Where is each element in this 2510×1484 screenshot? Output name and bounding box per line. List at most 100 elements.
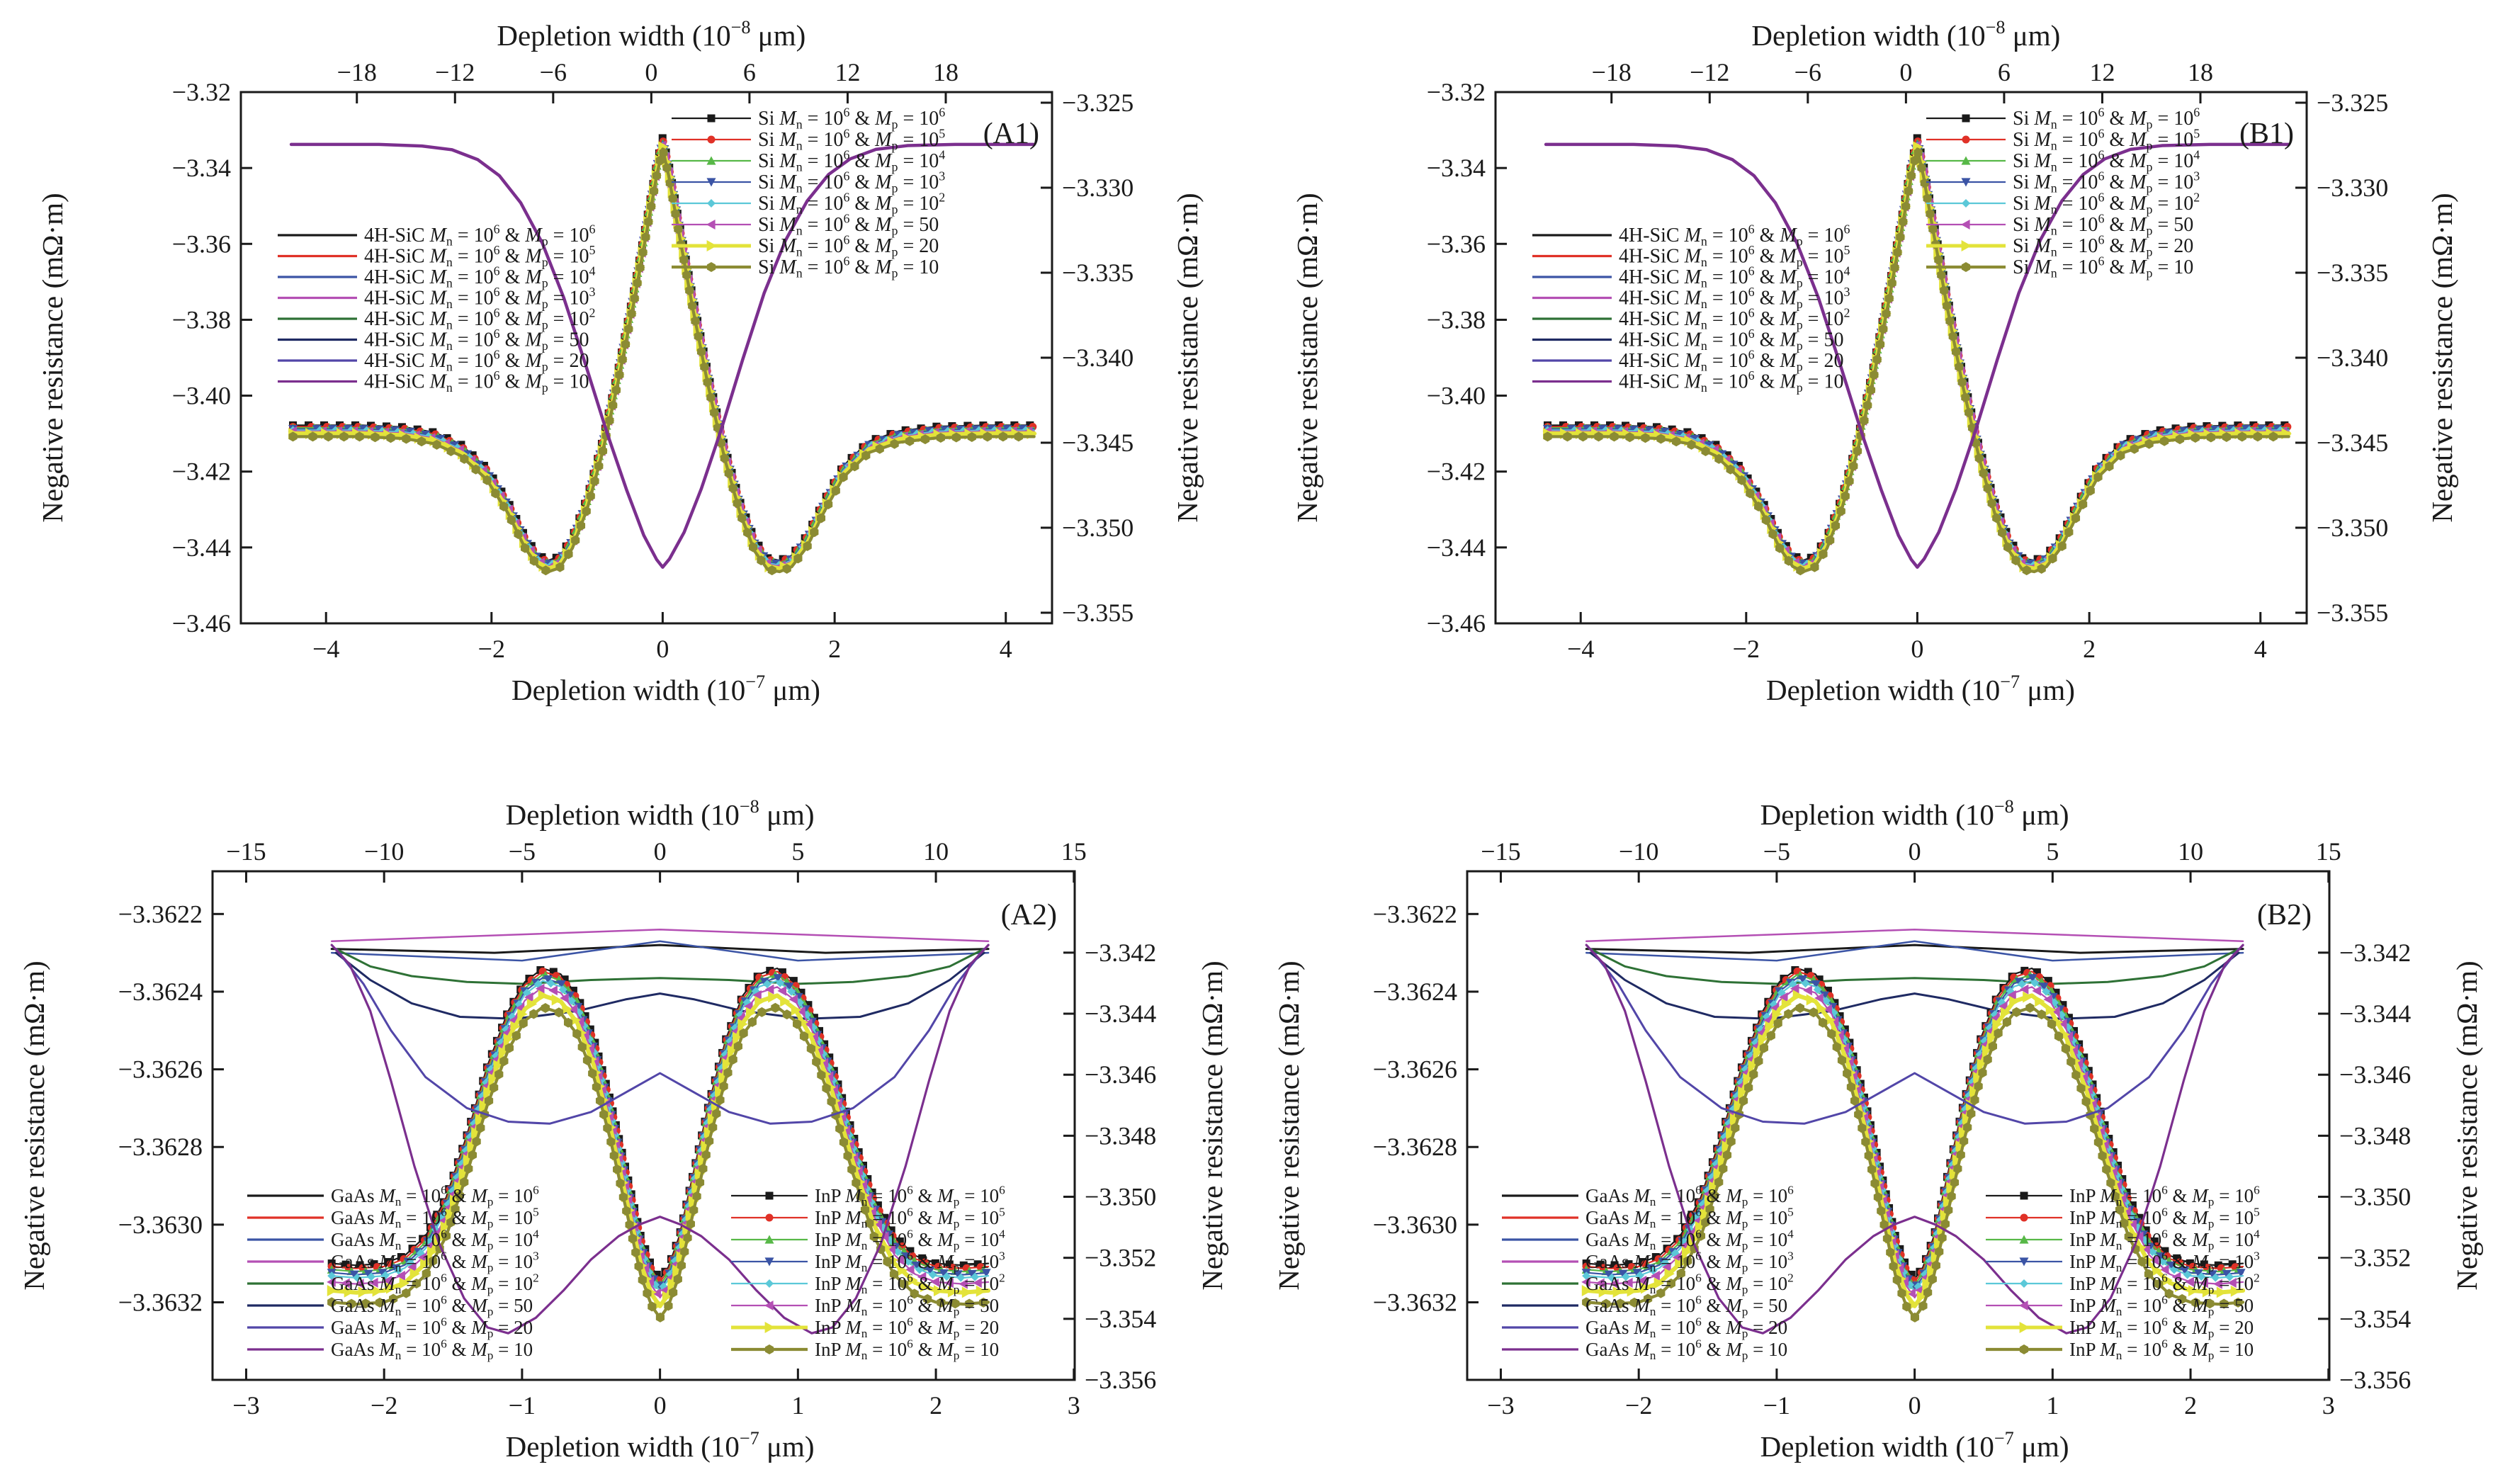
square-marker-icon (778, 968, 786, 977)
hexagon-marker-icon (1951, 346, 1961, 357)
x_bottom-tick-label: 4 (1000, 635, 1012, 663)
legend-entry-label: InP Mn = 106 & Mp = 103 (2069, 1250, 2260, 1274)
hexagon-marker-icon (1879, 1219, 1889, 1230)
y-left-axis-title: Negative resistance (mΩ·m) (18, 961, 50, 1290)
y-right-tick-label: −3.325 (1062, 89, 1134, 117)
hexagon-marker-icon (468, 1150, 477, 1160)
y-left-tick-label: −3.46 (172, 609, 231, 638)
square-marker-icon (560, 975, 569, 984)
hexagon-marker-icon (869, 1231, 878, 1242)
triangle-left-marker-icon (1823, 1004, 1833, 1014)
triangle-down-marker-icon (565, 991, 575, 1000)
diamond-marker-icon (367, 1272, 376, 1281)
hexagon-marker-icon (1714, 453, 1724, 464)
x_bottom-tick-label: −1 (1763, 1391, 1790, 1420)
triangle-right-marker-icon (703, 1126, 715, 1138)
legend-entry-label: InP Mn = 106 & Mp = 50 (2069, 1293, 2254, 1318)
diamond-marker-icon (707, 199, 716, 208)
hexagon-marker-icon (324, 431, 333, 442)
legend-entry-label: 4H-SiC Mn = 106 & Mp = 105 (364, 243, 595, 269)
y-left-tick-label: −3.3624 (1373, 978, 1457, 1006)
triangle-right-marker-icon (1969, 1085, 1980, 1097)
triangle-right-marker-icon (706, 240, 717, 251)
diamond-marker-icon (2050, 998, 2059, 1007)
legend-entry-label: InP Mn = 106 & Mp = 50 (815, 1293, 999, 1318)
diamond-marker-icon (514, 999, 524, 1009)
triangle-right-marker-icon (1982, 1045, 1993, 1057)
x_bottom-tick-label: −2 (478, 635, 505, 663)
hexagon-marker-icon (2268, 431, 2278, 442)
hexagon-marker-icon (1666, 1278, 1675, 1288)
hexagon-marker-icon (673, 1274, 682, 1284)
triangle-left-marker-icon (1610, 1279, 1619, 1289)
triangle-right-marker-icon (454, 1181, 465, 1193)
triangle-right-marker-icon (449, 1194, 460, 1206)
triangle-right-marker-icon (385, 1282, 397, 1294)
hexagon-marker-icon (2178, 1293, 2187, 1304)
hexagon-marker-icon (835, 1123, 844, 1134)
x_top-axis-title: Depletion width (10−8 μm) (497, 17, 805, 52)
hexagon-marker-icon (1882, 308, 1891, 319)
triangle-left-marker-icon (2113, 1179, 2122, 1189)
diamond-marker-icon (2030, 978, 2040, 987)
hexagon-marker-icon (308, 431, 317, 442)
hexagon-marker-icon (2110, 1191, 2120, 1201)
legend-entry-label: 4H-SiC Mn = 106 & Mp = 104 (1619, 264, 1850, 290)
hexagon-marker-icon (683, 1233, 692, 1243)
triangle-down-marker-icon (349, 1270, 359, 1279)
hexagon-marker-icon (1935, 1246, 1944, 1257)
hexagon-marker-icon (1873, 1191, 1882, 1202)
hexagon-marker-icon (1853, 446, 1862, 456)
hexagon-marker-icon (2191, 1297, 2200, 1308)
hexagon-marker-icon (2081, 1097, 2091, 1107)
hexagon-marker-icon (1832, 1042, 1841, 1053)
x_top-tick-label: 6 (743, 58, 756, 86)
y-left-tick-label: −3.3626 (1373, 1055, 1457, 1084)
square-marker-icon (2128, 1201, 2137, 1210)
hexagon-marker-icon (1979, 468, 1988, 479)
triangle-right-marker-icon (1922, 1277, 1933, 1289)
y-left-tick-label: −3.38 (1427, 305, 1486, 334)
x_top-axis-title: Depletion width (10−8 μm) (1751, 17, 2060, 52)
hexagon-marker-icon (2102, 1164, 2111, 1174)
diamond-marker-icon (2225, 1272, 2234, 1281)
y-right-tick-label: −3.325 (2317, 89, 2388, 117)
hexagon-marker-icon (1950, 1177, 1960, 1188)
hexagon-marker-icon (1766, 1031, 1775, 1041)
diamond-marker-icon (2169, 1265, 2178, 1274)
hexagon-marker-icon (856, 1191, 865, 1201)
triangle-right-marker-icon (1909, 1298, 1919, 1310)
hexagon-marker-icon (1893, 247, 1902, 258)
diamond-marker-icon (904, 1257, 913, 1266)
hexagon-marker-icon (1917, 162, 1926, 173)
hexagon-marker-icon (1761, 515, 1770, 526)
hexagon-marker-icon (1974, 1081, 1983, 1092)
triangle-left-marker-icon (829, 1084, 838, 1094)
hexagon-marker-icon (691, 316, 700, 327)
hexagon-marker-icon (1775, 543, 1785, 553)
hexagon-marker-icon (764, 1344, 774, 1354)
legend-entry-label: Si Mn = 106 & Mp = 106 (758, 105, 945, 131)
hexagon-marker-icon (701, 1150, 711, 1160)
legend-entry-label: GaAs Mn = 106 & Mp = 103 (1585, 1250, 1794, 1274)
legend-entry-label: Si Mn = 106 & Mp = 105 (758, 126, 945, 152)
legend-entry-label: GaAs Mn = 106 & Mp = 105 (1585, 1206, 1794, 1230)
hexagon-marker-icon (1961, 262, 1971, 272)
triangle-left-marker-icon (560, 992, 569, 1003)
x_bottom-tick-label: 2 (828, 635, 841, 663)
hexagon-marker-icon (852, 1177, 861, 1188)
hexagon-marker-icon (490, 1082, 499, 1093)
triangle-right-marker-icon (1977, 1058, 1988, 1070)
hexagon-marker-icon (1615, 1298, 1625, 1309)
triangle-right-marker-icon (1825, 1014, 1836, 1026)
line-curve (334, 948, 985, 985)
hexagon-marker-icon (708, 1122, 718, 1133)
triangle-down-marker-icon (2156, 1252, 2166, 1262)
triangle-right-marker-icon (488, 1072, 499, 1084)
legend-entry-label: Si Mn = 106 & Mp = 10 (2013, 254, 2193, 280)
triangle-right-marker-icon (908, 1274, 918, 1286)
hexagon-marker-icon (767, 565, 776, 576)
